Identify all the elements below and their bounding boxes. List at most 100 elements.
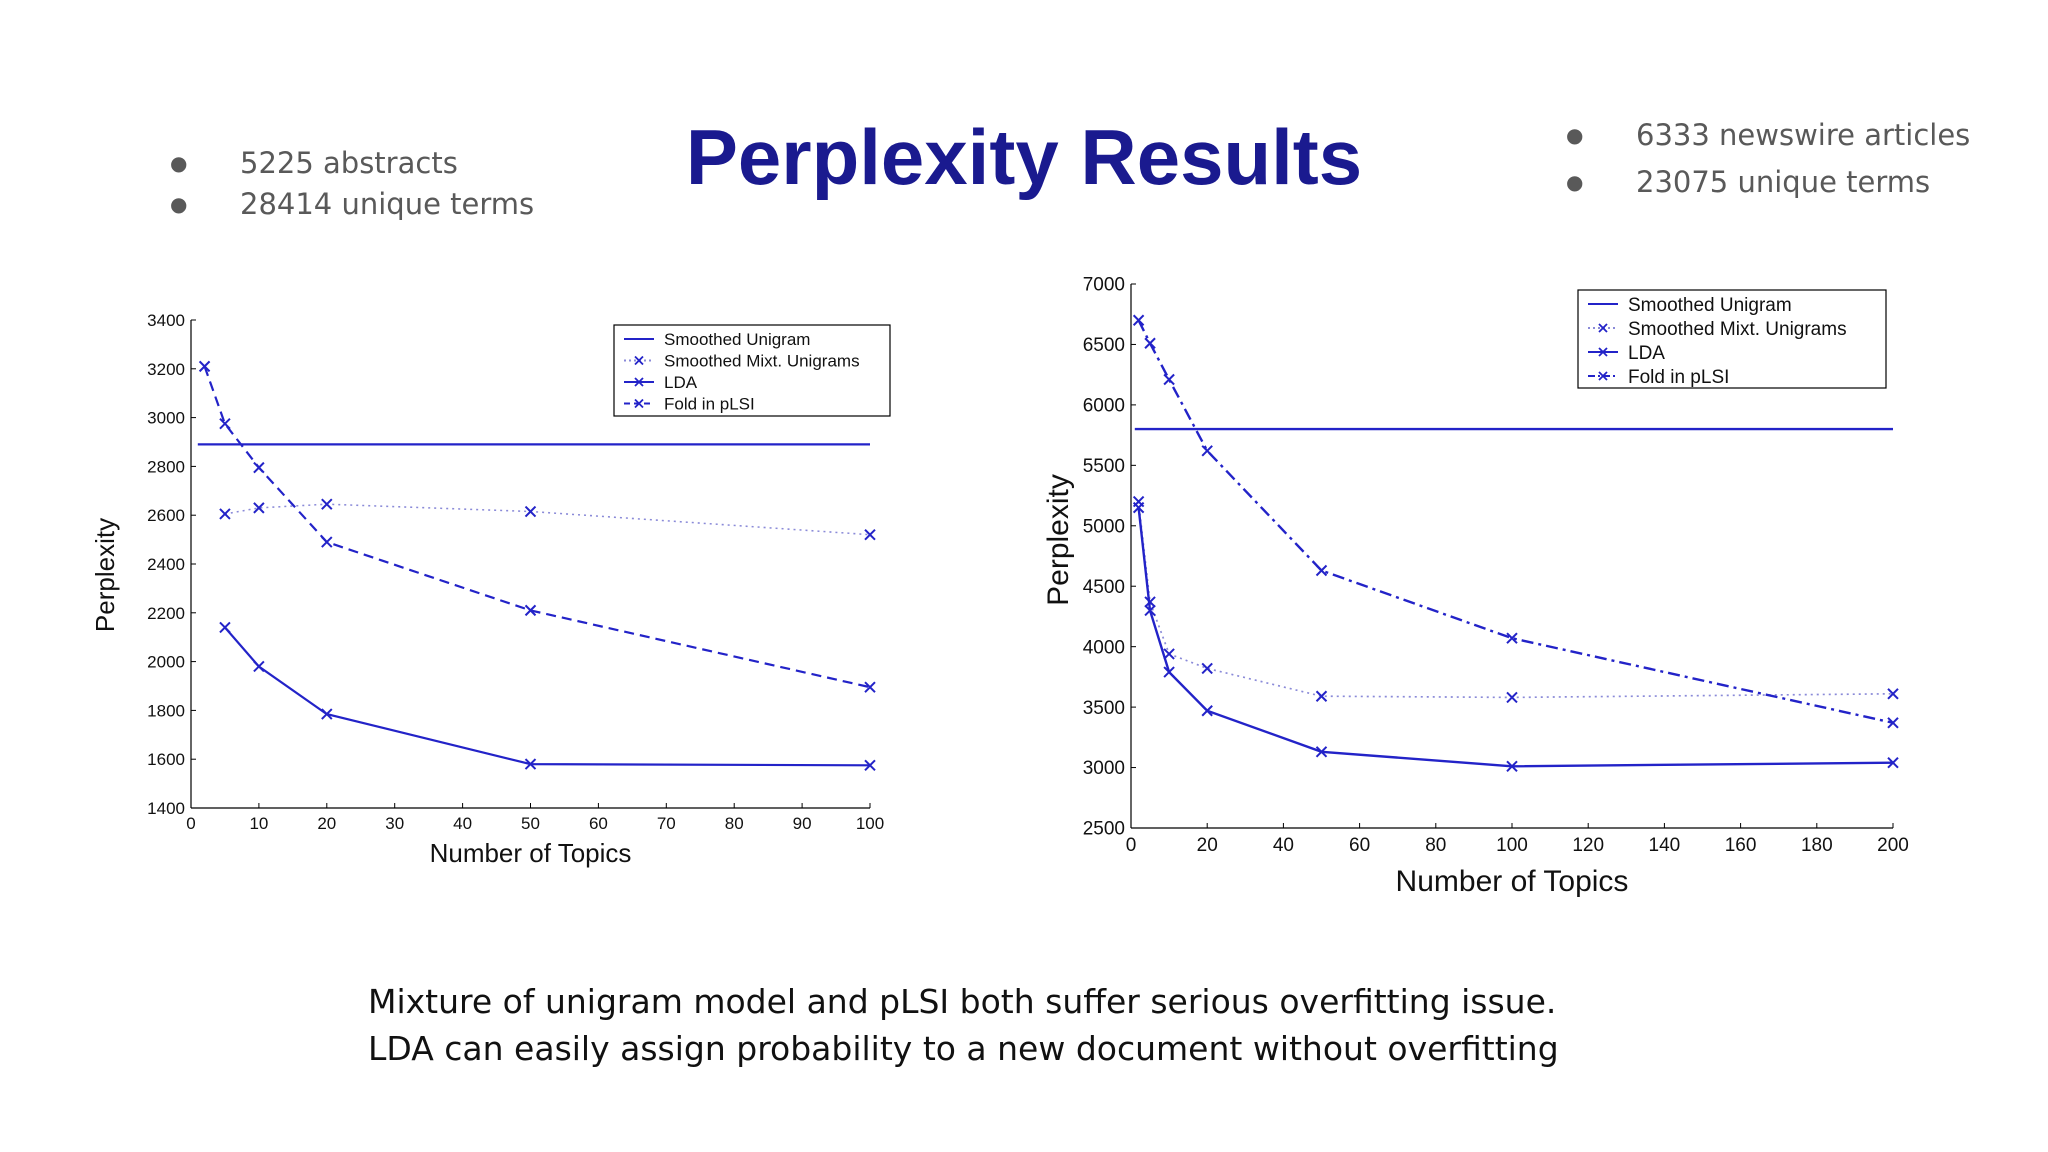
y-tick-label: 2200	[147, 604, 185, 623]
x-tick-label: 160	[1725, 835, 1757, 856]
data-point	[1201, 705, 1213, 717]
x-marker-shape	[524, 604, 537, 617]
x-marker-shape	[253, 660, 265, 673]
x-marker-shape	[219, 621, 231, 634]
x-marker-shape	[1598, 371, 1608, 381]
data-point	[1315, 690, 1328, 702]
x-marker-shape	[1201, 662, 1213, 675]
data-point	[524, 505, 537, 518]
x-marker-shape	[198, 360, 211, 373]
y-axis-label: Perplexity	[90, 518, 120, 632]
x-marker-shape	[1163, 648, 1175, 660]
x-marker-shape	[1598, 323, 1608, 333]
y-tick-label: 4000	[1083, 637, 1125, 658]
data-point	[1163, 648, 1175, 660]
series-line	[203, 366, 871, 689]
x-marker-shape	[321, 536, 333, 548]
bullet-item: 28414 unique terms	[170, 184, 534, 225]
x-marker-shape	[1201, 705, 1213, 717]
y-tick-label: 5500	[1083, 456, 1125, 477]
x-marker-shape	[1887, 688, 1899, 700]
y-tick-label: 2000	[147, 653, 185, 672]
x-tick-label: 60	[589, 814, 608, 833]
x-tick-label: 30	[385, 814, 404, 833]
legend-marker	[634, 377, 644, 387]
y-tick-label: 2400	[147, 555, 185, 574]
x-marker-shape	[253, 502, 265, 514]
x-marker-shape	[1887, 757, 1899, 769]
x-tick-label: 200	[1877, 835, 1909, 856]
data-point	[1315, 564, 1328, 577]
x-marker-shape	[1315, 746, 1328, 758]
y-tick-label: 1800	[147, 701, 185, 720]
legend-box	[1577, 289, 1887, 389]
y-tick-label: 3000	[147, 409, 185, 428]
x-marker-shape	[1506, 691, 1518, 704]
x-tick-label: 140	[1649, 835, 1681, 856]
x-tick-label: 180	[1801, 835, 1833, 856]
x-marker-shape	[634, 355, 644, 366]
legend-marker	[634, 398, 644, 409]
data-point	[321, 536, 333, 548]
x-marker-shape	[1132, 314, 1145, 326]
x-marker-shape	[1144, 337, 1156, 349]
data-point	[219, 508, 231, 520]
data-point	[219, 417, 231, 430]
data-point	[524, 604, 537, 617]
legend-label: Smoothed Mixt. Unigrams	[664, 352, 860, 371]
y-tick-label: 1600	[147, 750, 185, 769]
caption-line: LDA can easily assign probability to a n…	[368, 1029, 1559, 1068]
legend-label: Fold in pLSI	[1628, 367, 1729, 388]
data-point	[321, 498, 333, 510]
x-tick-label: 70	[657, 814, 676, 833]
x-marker-shape	[1144, 604, 1156, 617]
data-point	[1315, 746, 1328, 758]
series-line	[1137, 507, 1894, 768]
data-point	[1887, 757, 1899, 769]
right-dataset-bullets: 6333 newswire articles 23075 unique term…	[1566, 112, 1970, 206]
legend-marker	[1598, 347, 1608, 357]
data-point	[1144, 337, 1156, 349]
x-tick-label: 50	[521, 814, 540, 833]
bullet-item: 5225 abstracts	[170, 143, 534, 184]
y-tick-label: 6000	[1083, 396, 1125, 417]
x-tick-label: 60	[1349, 835, 1370, 856]
data-point	[864, 529, 876, 541]
x-tick-label: 100	[1496, 835, 1528, 856]
x-marker-shape	[253, 461, 265, 474]
data-point	[1132, 314, 1145, 326]
data-point	[1163, 373, 1175, 386]
x-marker-shape	[1132, 501, 1145, 514]
y-tick-label: 3400	[147, 311, 185, 330]
bullet-item: 23075 unique terms	[1566, 159, 1970, 206]
slide-title: Perplexity Results	[685, 113, 1363, 201]
legend-label: LDA	[664, 373, 698, 392]
data-point	[253, 461, 265, 474]
caption-line: Mixture of unigram model and pLSI both s…	[368, 982, 1557, 1021]
x-marker-shape	[634, 377, 644, 387]
y-tick-label: 5000	[1083, 516, 1125, 537]
y-tick-label: 3500	[1083, 698, 1125, 719]
x-marker-shape	[864, 759, 876, 772]
x-marker-shape	[1506, 760, 1518, 773]
data-point	[253, 660, 265, 673]
legend-label: Smoothed Unigram	[664, 330, 810, 349]
data-point	[1887, 688, 1899, 700]
data-point	[1201, 662, 1213, 675]
y-tick-label: 1400	[147, 799, 185, 818]
x-tick-label: 20	[317, 814, 336, 833]
x-tick-label: 90	[793, 814, 812, 833]
y-axis-label: Perplexity	[1042, 474, 1075, 606]
x-tick-label: 80	[1425, 835, 1446, 856]
y-tick-label: 3000	[1083, 758, 1125, 779]
x-marker-shape	[1163, 373, 1175, 386]
data-point	[1887, 717, 1899, 729]
legend-label: Fold in pLSI	[664, 395, 755, 414]
x-tick-label: 0	[1126, 835, 1137, 856]
x-marker-shape	[321, 498, 333, 510]
y-tick-label: 2500	[1083, 819, 1125, 840]
legend-label: Smoothed Unigram	[1628, 295, 1792, 316]
data-point	[1144, 604, 1156, 617]
x-marker-shape	[864, 681, 876, 693]
